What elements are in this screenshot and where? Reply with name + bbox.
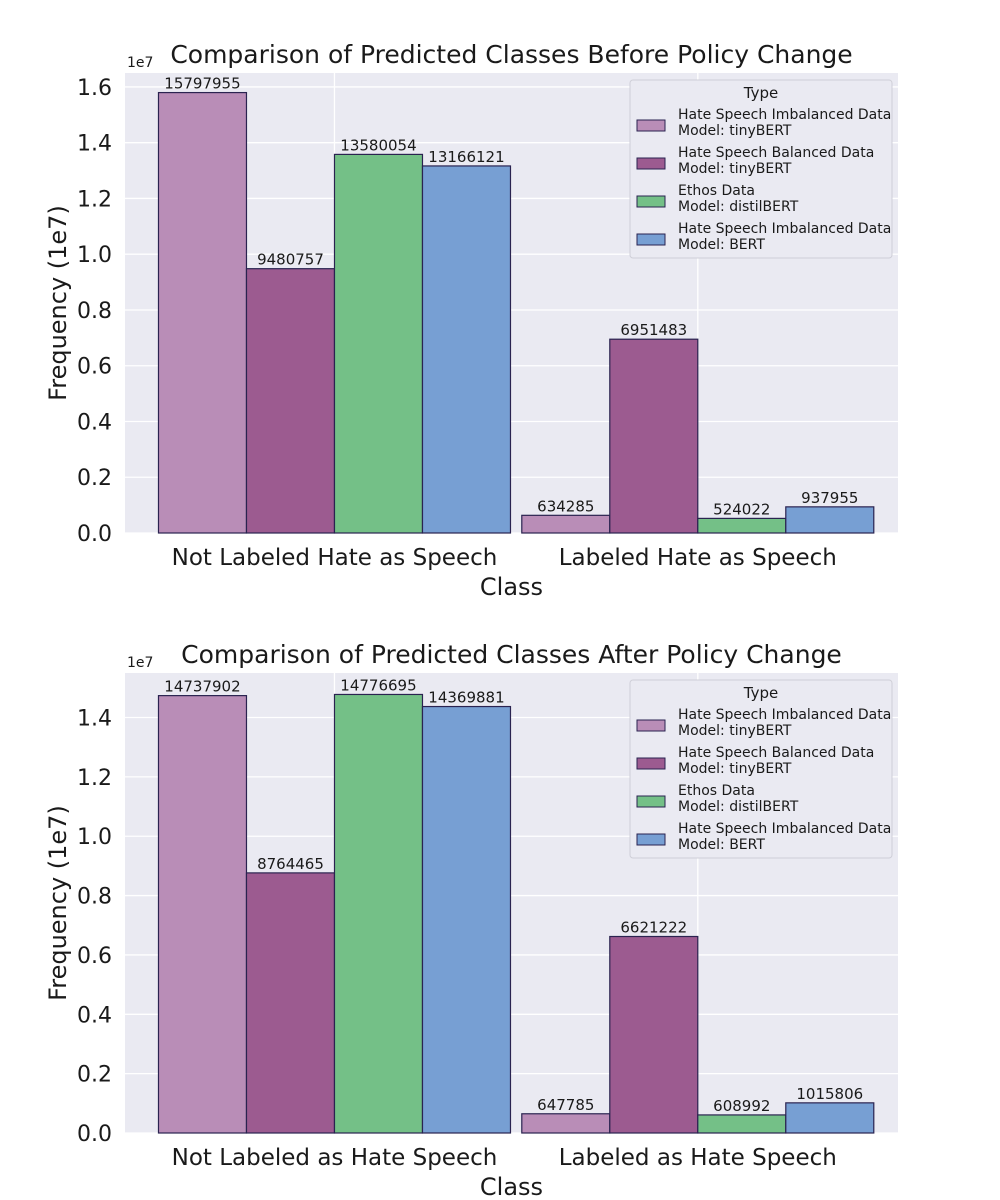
y-tick-label: 0.4 bbox=[77, 1003, 112, 1028]
y-tick-label: 1.0 bbox=[77, 243, 112, 268]
y-tick-label: 0.0 bbox=[77, 1122, 112, 1147]
legend-entry-line2: Model: distilBERT bbox=[678, 799, 799, 815]
y-tick-label: 1.4 bbox=[77, 132, 112, 157]
y-tick-label: 0.8 bbox=[77, 885, 112, 910]
bar-value-label: 937955 bbox=[801, 489, 858, 507]
bar bbox=[521, 1113, 611, 1134]
y-tick-label: 1.2 bbox=[77, 766, 112, 791]
y-tick-label: 1.0 bbox=[77, 825, 112, 850]
bar bbox=[421, 705, 512, 1134]
legend-entry-line2: Model: distilBERT bbox=[678, 199, 799, 215]
bar bbox=[785, 506, 875, 534]
legend-swatch bbox=[636, 157, 666, 170]
bar bbox=[609, 338, 699, 534]
legend-entry-line1: Hate Speech Imbalanced Data bbox=[678, 221, 891, 237]
bar-value-label: 647785 bbox=[537, 1096, 594, 1114]
legend-entry-line1: Hate Speech Balanced Data bbox=[678, 745, 874, 761]
bar-value-label: 14776695 bbox=[340, 676, 416, 694]
chart-2: 0.0 0.2 0.4 0.6 0.8 1.0 1.2 1.4 14737902 647785 87… bbox=[44, 640, 898, 1200]
bar bbox=[785, 1102, 875, 1134]
bar bbox=[697, 1114, 787, 1134]
x-tick-label: Labeled as Hate Speech bbox=[559, 1145, 837, 1171]
bar-value-label: 634285 bbox=[537, 497, 594, 515]
bar bbox=[157, 91, 248, 534]
bar-value-label: 9480757 bbox=[257, 251, 324, 269]
bar-value-label: 608992 bbox=[713, 1097, 770, 1115]
legend-entry-line1: Hate Speech Balanced Data bbox=[678, 145, 874, 161]
legend-entry-line1: Ethos Data bbox=[678, 783, 755, 799]
bar-value-label: 14369881 bbox=[428, 689, 504, 707]
bar-value-label: 1015806 bbox=[796, 1085, 863, 1103]
y-axis-label: Frequency (1e7) bbox=[44, 205, 72, 401]
legend-box bbox=[629, 679, 893, 859]
bar bbox=[157, 695, 248, 1134]
bar bbox=[521, 514, 611, 534]
chart-1: 0.0 0.2 0.4 0.6 0.8 1.0 1.2 1.4 1.6 15797955 63428… bbox=[44, 40, 898, 601]
x-tick-label: Not Labeled Hate as Speech bbox=[172, 545, 498, 571]
legend-entry-line2: Model: tinyBERT bbox=[678, 761, 792, 777]
y-exponent-label: 1e7 bbox=[127, 655, 153, 671]
bar bbox=[333, 153, 424, 534]
bar bbox=[421, 165, 512, 534]
bar-value-label: 13166121 bbox=[428, 148, 504, 166]
y-exponent-label: 1e7 bbox=[127, 55, 153, 71]
legend-title: Type bbox=[743, 84, 778, 102]
y-tick-label: 0.8 bbox=[77, 299, 112, 324]
bar-value-label: 6621222 bbox=[620, 918, 687, 936]
y-tick-label: 0.0 bbox=[77, 522, 112, 547]
legend-entry-line2: Model: BERT bbox=[678, 837, 765, 853]
legend-entry-line1: Ethos Data bbox=[678, 183, 755, 199]
bar bbox=[609, 935, 699, 1134]
legend-entry-line1: Hate Speech Imbalanced Data bbox=[678, 707, 891, 723]
legend-entry-line2: Model: tinyBERT bbox=[678, 123, 792, 139]
y-tick-label: 1.2 bbox=[77, 187, 112, 212]
x-tick-label: Labeled Hate as Speech bbox=[559, 545, 837, 571]
legend-swatch bbox=[636, 795, 666, 808]
bar-value-label: 14737902 bbox=[164, 678, 240, 696]
x-axis-label: Class bbox=[480, 1173, 543, 1200]
legend-box bbox=[629, 79, 893, 259]
y-tick-label: 0.6 bbox=[77, 944, 112, 969]
legend-swatch bbox=[636, 195, 666, 208]
y-tick-label: 0.4 bbox=[77, 410, 112, 435]
legend-swatch bbox=[636, 719, 666, 732]
legend-swatch bbox=[636, 233, 666, 246]
legend-swatch bbox=[636, 757, 666, 770]
bar bbox=[245, 872, 336, 1134]
bar-value-label: 6951483 bbox=[620, 321, 687, 339]
bar-value-label: 15797955 bbox=[164, 75, 240, 93]
legend-entry-line1: Hate Speech Imbalanced Data bbox=[678, 821, 891, 837]
bar-value-label: 524022 bbox=[713, 500, 770, 518]
y-tick-label: 0.2 bbox=[77, 1063, 112, 1088]
bar-value-label: 8764465 bbox=[257, 855, 324, 873]
chart-title: Comparison of Predicted Classes Before P… bbox=[170, 40, 852, 69]
y-tick-label: 0.6 bbox=[77, 355, 112, 380]
bar-value-label: 13580054 bbox=[340, 136, 416, 154]
legend-swatch bbox=[636, 119, 666, 132]
x-axis-label: Class bbox=[480, 573, 543, 601]
legend-entry-line1: Hate Speech Imbalanced Data bbox=[678, 107, 891, 123]
legend-entry-line2: Model: tinyBERT bbox=[678, 161, 792, 177]
legend-entry-line2: Model: tinyBERT bbox=[678, 723, 792, 739]
y-tick-label: 1.6 bbox=[77, 76, 112, 101]
legend-entry-line2: Model: BERT bbox=[678, 237, 765, 253]
x-tick-label: Not Labeled as Hate Speech bbox=[172, 1145, 498, 1171]
legend-swatch bbox=[636, 833, 666, 846]
y-tick-label: 1.4 bbox=[77, 707, 112, 732]
bar bbox=[697, 517, 787, 534]
y-axis-label: Frequency (1e7) bbox=[44, 805, 72, 1001]
bar bbox=[333, 693, 424, 1134]
y-tick-label: 0.2 bbox=[77, 466, 112, 491]
legend-title: Type bbox=[743, 684, 778, 702]
chart-title: Comparison of Predicted Classes After Po… bbox=[181, 640, 842, 669]
bar bbox=[245, 268, 336, 534]
